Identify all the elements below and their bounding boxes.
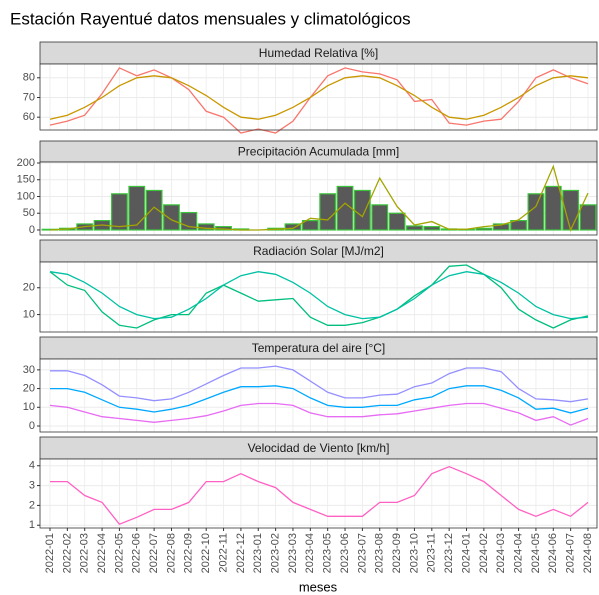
x-tick-label: 2023-12 xyxy=(443,533,455,573)
bar xyxy=(492,223,510,231)
bar xyxy=(527,193,545,231)
x-tick-label: 2023-02 xyxy=(270,533,282,573)
x-tick-label: 2023-05 xyxy=(322,533,334,573)
chart-title: Estación Rayentué datos mensuales y clim… xyxy=(10,9,411,28)
bar xyxy=(163,204,180,231)
x-tick-label: 2024-05 xyxy=(530,533,542,573)
y-tick-label: 30 xyxy=(23,364,35,376)
x-tick-label: 2022-01 xyxy=(44,533,56,573)
bar xyxy=(406,225,423,231)
panel-border xyxy=(39,161,598,236)
x-tick-label: 2022-04 xyxy=(96,533,108,573)
x-tick-label: 2024-01 xyxy=(460,533,472,573)
y-tick-label: 1 xyxy=(29,519,35,531)
x-tick-label: 2022-06 xyxy=(131,533,143,573)
x-tick-label: 2023-06 xyxy=(339,533,351,573)
y-tick-label: 10 xyxy=(23,401,35,413)
line xyxy=(49,264,589,329)
y-tick-label: 60 xyxy=(23,111,35,123)
panel-border xyxy=(39,261,598,333)
strip-title: Radiación Solar [MJ/m2] xyxy=(253,244,384,258)
x-tick-label: 2022-05 xyxy=(113,533,125,573)
bar xyxy=(579,204,597,231)
x-tick-label: 2023-08 xyxy=(374,533,386,573)
y-tick-label: 100 xyxy=(17,190,35,202)
panel-border xyxy=(39,63,598,131)
x-tick-label: 2023-10 xyxy=(408,533,420,573)
line xyxy=(50,465,589,525)
bar xyxy=(301,220,319,231)
x-tick-label: 2022-02 xyxy=(61,533,73,573)
line xyxy=(49,67,589,134)
x-tick-label: 2022-11 xyxy=(217,533,229,573)
y-tick-label: 200 xyxy=(17,157,35,169)
x-tick-label: 2024-07 xyxy=(565,533,577,573)
line xyxy=(50,385,589,414)
bar xyxy=(371,204,389,231)
x-tick-label: 2022-09 xyxy=(183,533,195,573)
y-tick-label: 70 xyxy=(23,91,35,103)
panel-background xyxy=(40,459,597,528)
strip-title: Humedad Relativa [%] xyxy=(259,46,378,60)
line xyxy=(49,164,589,232)
bar xyxy=(423,226,441,231)
x-tick-label: 2023-09 xyxy=(391,533,403,573)
bar xyxy=(336,185,354,231)
panel-border xyxy=(39,358,598,433)
y-tick-label: 0 xyxy=(29,224,35,236)
bar xyxy=(145,189,163,231)
y-tick-label: 20 xyxy=(23,282,35,294)
x-tick-label: 2022-08 xyxy=(165,533,177,573)
x-tick-label: 2023-03 xyxy=(287,533,299,573)
bar xyxy=(284,223,302,231)
x-tick-label: 2023-07 xyxy=(356,533,368,573)
y-tick-label: 3 xyxy=(29,479,35,491)
y-tick-label: 4 xyxy=(29,460,35,472)
x-tick-label: 2023-01 xyxy=(252,533,264,573)
x-tick-label: 2022-03 xyxy=(79,533,91,573)
x-tick-label: 2022-10 xyxy=(200,533,212,573)
x-tick-label: 2023-11 xyxy=(426,533,438,573)
strip-title: Precipitación Acumulada [mm] xyxy=(238,145,399,159)
strip-title: Temperatura del aire [°C] xyxy=(252,341,386,355)
y-tick-label: 150 xyxy=(17,174,35,186)
bar xyxy=(353,189,371,231)
y-tick-label: 0 xyxy=(29,420,35,432)
y-tick-label: 10 xyxy=(23,308,35,320)
panel-border xyxy=(39,458,598,529)
bar xyxy=(319,193,337,231)
line xyxy=(50,365,589,403)
bar xyxy=(128,185,146,231)
bar xyxy=(475,227,493,231)
x-tick-label: 2024-02 xyxy=(478,533,490,573)
x-tick-label: 2024-06 xyxy=(547,533,559,573)
x-tick-label: 2023-04 xyxy=(304,533,316,573)
line xyxy=(49,271,589,320)
line xyxy=(49,75,589,120)
y-tick-label: 2 xyxy=(29,499,35,511)
bar xyxy=(388,212,406,231)
x-tick-label: 2024-03 xyxy=(495,533,507,573)
strip-title: Velocidad de Viento [km/h] xyxy=(248,441,390,455)
x-tick-label: 2022-07 xyxy=(148,533,160,573)
bar xyxy=(111,193,128,231)
bar xyxy=(510,220,527,231)
y-tick-label: 80 xyxy=(23,72,35,84)
x-axis-label: meses xyxy=(299,579,338,594)
y-tick-label: 20 xyxy=(23,382,35,394)
x-tick-label: 2022-12 xyxy=(235,533,247,573)
y-tick-label: 50 xyxy=(23,207,35,219)
x-tick-label: 2024-08 xyxy=(582,533,594,573)
line xyxy=(49,402,589,426)
bar xyxy=(544,185,562,231)
x-tick-label: 2024-04 xyxy=(512,533,524,573)
